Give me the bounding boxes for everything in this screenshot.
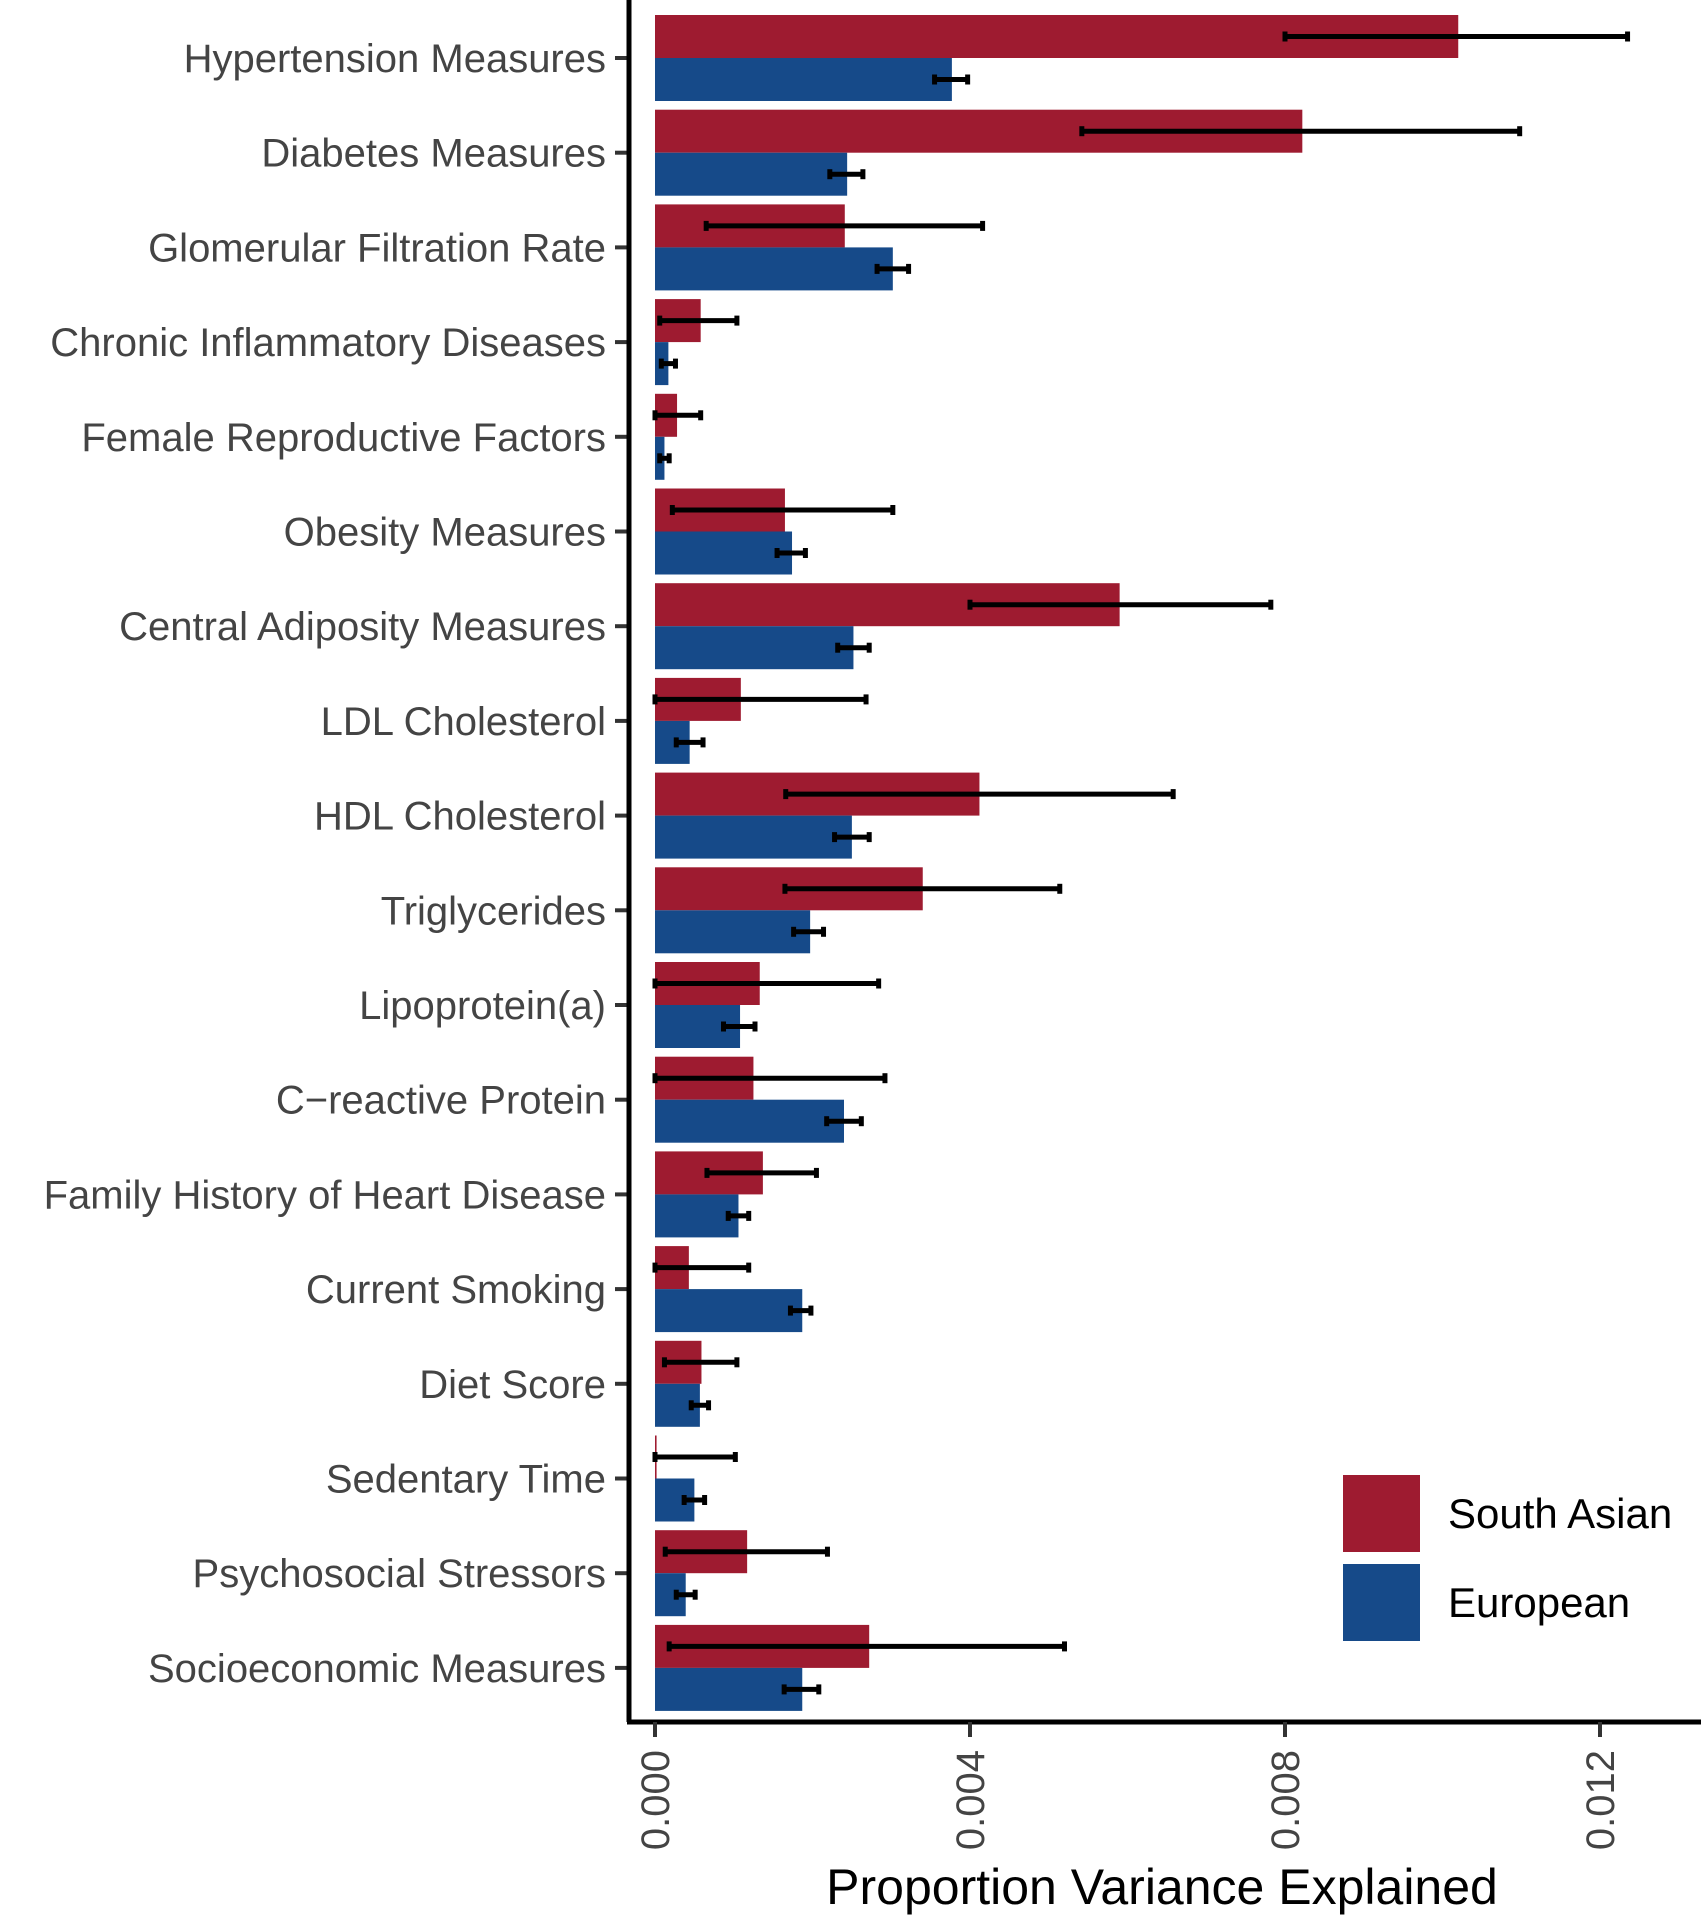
error-bar-european-ldl-cholesterol <box>673 737 706 748</box>
error-bar-european-current-smoking <box>787 1305 814 1316</box>
error-bar-european-central-adiposity-measures <box>835 642 872 653</box>
error-bar-european-c-reactive-protein <box>824 1116 864 1127</box>
legend-swatch-south-asian <box>1343 1475 1420 1552</box>
error-bar-european-lipoprotein-a <box>721 1021 758 1032</box>
error-bar-european-glomerular-filtration-rate <box>874 263 912 274</box>
legend-label-european: European <box>1448 1579 1630 1626</box>
x-tick-label-2: 0.008 <box>1264 1750 1308 1850</box>
error-bar-european-sedentary-time <box>681 1495 708 1505</box>
error-bar-european-hypertension-measures <box>932 74 971 85</box>
category-label-central-adiposity-measures: Central Adiposity Measures <box>119 605 606 649</box>
error-bars-layer <box>652 31 1631 1695</box>
category-label-hdl-cholesterol: HDL Cholesterol <box>314 795 606 839</box>
error-bar-south-asian-ldl-cholesterol <box>652 694 869 705</box>
bar-european-central-adiposity-measures <box>655 626 854 670</box>
category-label-triglycerides: Triglycerides <box>381 889 606 933</box>
error-bar-european-female-reproductive-factors <box>657 453 672 464</box>
category-label-sedentary-time: Sedentary Time <box>326 1458 606 1502</box>
error-bar-european-triglycerides <box>791 926 827 937</box>
error-bar-south-asian-chronic-inflammatory-diseases <box>657 315 740 326</box>
error-bar-south-asian-sedentary-time <box>652 1452 738 1462</box>
error-bar-european-chronic-inflammatory-diseases <box>658 358 678 369</box>
category-labels-layer: Hypertension Measures Diabetes Measures Gl… <box>44 37 606 1691</box>
error-bar-european-obesity-measures <box>774 548 808 558</box>
category-label-family-history-of-heart-disease: Family History of Heart Disease <box>44 1173 606 1217</box>
error-bar-south-asian-diet-score <box>661 1357 740 1368</box>
category-label-diet-score: Diet Score <box>419 1363 606 1407</box>
bars-layer <box>655 15 1459 1711</box>
error-bar-south-asian-glomerular-filtration-rate <box>703 220 986 231</box>
axes-layer <box>615 0 1701 1725</box>
bar-european-diabetes-measures <box>655 152 848 196</box>
error-bar-south-asian-diabetes-measures <box>1079 126 1523 137</box>
legend-label-south-asian: South Asian <box>1448 1490 1672 1537</box>
category-label-ldl-cholesterol: LDL Cholesterol <box>321 700 606 744</box>
error-bar-south-asian-female-reproductive-factors <box>652 410 704 421</box>
error-bar-south-asian-hypertension-measures <box>1282 31 1631 42</box>
x-axis-title: Proportion Variance Explained <box>826 1859 1498 1915</box>
bar-european-c-reactive-protein <box>655 1099 844 1143</box>
category-label-hypertension-measures: Hypertension Measures <box>184 37 606 81</box>
bar-european-family-history-of-heart-disease <box>655 1194 739 1238</box>
error-bar-south-asian-psychosocial-stressors <box>662 1546 830 1557</box>
category-label-glomerular-filtration-rate: Glomerular Filtration Rate <box>148 226 606 270</box>
x-ticks-layer: 0.000 0.004 0.008 0.012 <box>634 1722 1623 1850</box>
bar-european-current-smoking <box>655 1289 803 1333</box>
category-label-female-reproductive-factors: Female Reproductive Factors <box>81 416 606 460</box>
error-bar-south-asian-triglycerides <box>782 883 1063 894</box>
x-tick-label-0: 0.000 <box>634 1750 678 1850</box>
error-bar-south-asian-central-adiposity-measures <box>967 599 1274 610</box>
legend: South Asian European <box>1343 1475 1672 1641</box>
category-label-chronic-inflammatory-diseases: Chronic Inflammatory Diseases <box>50 321 606 365</box>
category-label-current-smoking: Current Smoking <box>306 1268 606 1312</box>
error-bar-european-diet-score <box>688 1400 712 1411</box>
bar-european-obesity-measures <box>655 531 793 575</box>
error-bar-south-asian-hdl-cholesterol <box>783 789 1176 800</box>
category-label-diabetes-measures: Diabetes Measures <box>261 132 606 176</box>
error-bar-european-psychosocial-stressors <box>673 1589 698 1600</box>
category-label-psychosocial-stressors: Psychosocial Stressors <box>193 1552 606 1596</box>
category-label-lipoprotein-a: Lipoprotein(a) <box>359 984 606 1028</box>
x-tick-label-3: 0.012 <box>1579 1750 1623 1850</box>
error-bar-south-asian-obesity-measures <box>669 505 896 515</box>
error-bar-south-asian-c-reactive-protein <box>652 1073 888 1084</box>
bar-european-hdl-cholesterol <box>655 815 852 859</box>
error-bar-european-socioeconomic-measures <box>781 1684 822 1695</box>
bar-european-hypertension-measures <box>655 58 952 101</box>
category-label-socioeconomic-measures: Socioeconomic Measures <box>148 1647 606 1691</box>
x-tick-label-1: 0.004 <box>949 1750 993 1850</box>
bar-european-glomerular-filtration-rate <box>655 247 893 291</box>
error-bar-south-asian-lipoprotein-a <box>652 978 882 989</box>
error-bar-european-family-history-of-heart-disease <box>725 1210 752 1221</box>
error-bar-south-asian-socioeconomic-measures <box>666 1641 1067 1652</box>
error-bar-european-diabetes-measures <box>827 169 866 180</box>
category-label-c-reactive-protein: C−reactive Protein <box>276 1079 606 1123</box>
legend-swatch-european <box>1343 1564 1420 1641</box>
error-bar-south-asian-family-history-of-heart-disease <box>704 1167 819 1178</box>
category-label-obesity-measures: Obesity Measures <box>284 511 606 555</box>
error-bar-south-asian-current-smoking <box>652 1262 752 1273</box>
bar-european-socioeconomic-measures <box>655 1667 803 1711</box>
bar-european-triglycerides <box>655 910 811 954</box>
error-bar-european-hdl-cholesterol <box>832 832 872 843</box>
